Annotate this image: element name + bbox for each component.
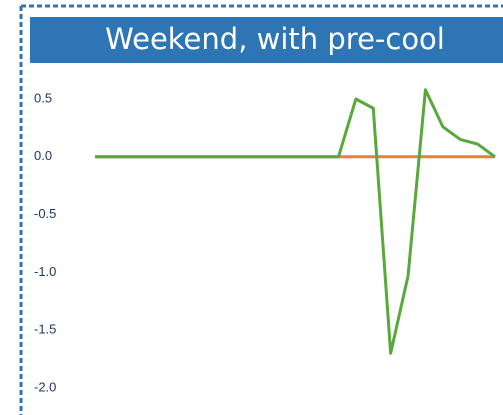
y-tick-label: 0.5	[34, 90, 52, 105]
title-banner	[30, 17, 503, 63]
y-tick-label: -1.5	[34, 322, 56, 337]
y-tick-label: 0.0	[34, 148, 52, 163]
y-tick-label: -2.0	[34, 379, 56, 394]
series-line	[95, 88, 496, 355]
chart-title: Weekend, with pre-cool	[105, 22, 445, 56]
y-tick-label: -1.0	[34, 264, 56, 279]
y-tick-label: -0.5	[34, 206, 56, 221]
